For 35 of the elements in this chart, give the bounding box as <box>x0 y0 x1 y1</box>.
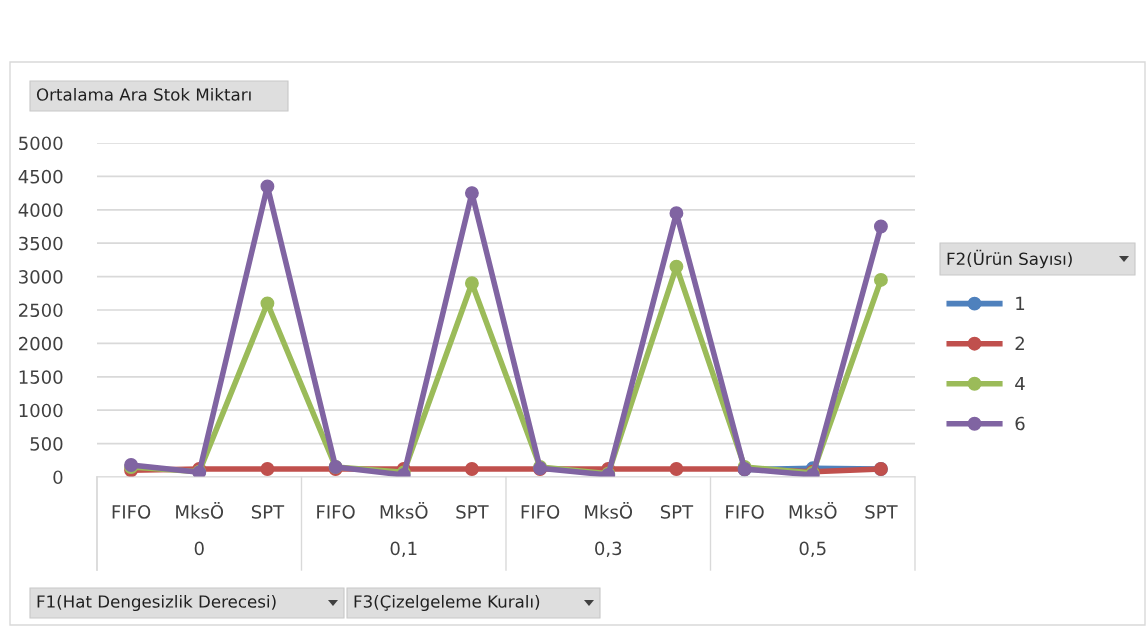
text: 0 <box>194 541 204 556</box>
y-tick-label: 2000 <box>19 336 63 351</box>
y-tick-label: 500 <box>30 437 63 451</box>
x-tick-label: FIFO <box>317 505 355 519</box>
x-tick-label: SPT <box>660 505 694 519</box>
y-tick-label: 5000 <box>19 136 63 151</box>
x-tick-label: MksÖ <box>585 502 633 519</box>
legend-label: 1 <box>1016 296 1025 310</box>
text: F1(Hat Dengesizlik Derecesi) <box>37 594 276 612</box>
y-tick-label: 4000 <box>18 203 63 217</box>
y-tick-label: 0 <box>53 470 63 485</box>
y-tick-label: 1500 <box>19 370 63 384</box>
x-tick-label: FIFO <box>112 505 151 519</box>
x-tick-label: FIFO <box>521 505 560 519</box>
y-tick-label: 4500 <box>18 169 63 184</box>
legend-label: 4 <box>1015 376 1025 391</box>
legend-label: 6 <box>1015 416 1025 431</box>
legend-title: F2(Ürün Sayısı) <box>947 249 1072 269</box>
y-tick-label: 3000 <box>19 270 63 284</box>
x-tick-label: SPT <box>456 505 489 519</box>
text: 0,3 <box>595 541 622 558</box>
y-tick-label: 2500 <box>19 303 63 318</box>
y-tick-label: 1000 <box>19 403 63 418</box>
x-tick-label: MksÖ <box>789 502 837 519</box>
chart-title: Ortalama Ara Stok Miktarı <box>36 87 251 101</box>
x-tick-label: MksÖ <box>176 502 224 519</box>
text: 0,5 <box>799 541 826 558</box>
x-tick-label: SPT <box>865 505 898 519</box>
text: F3(Çizelgeleme Kuralı) <box>354 594 540 612</box>
x-tick-label: MksÖ <box>380 502 428 519</box>
text: 0,1 <box>390 541 417 558</box>
x-tick-label: SPT <box>251 505 285 519</box>
x-tick-label: FIFO <box>726 505 764 519</box>
y-tick-label: 3500 <box>19 236 63 251</box>
legend-label: 2 <box>1015 336 1024 351</box>
